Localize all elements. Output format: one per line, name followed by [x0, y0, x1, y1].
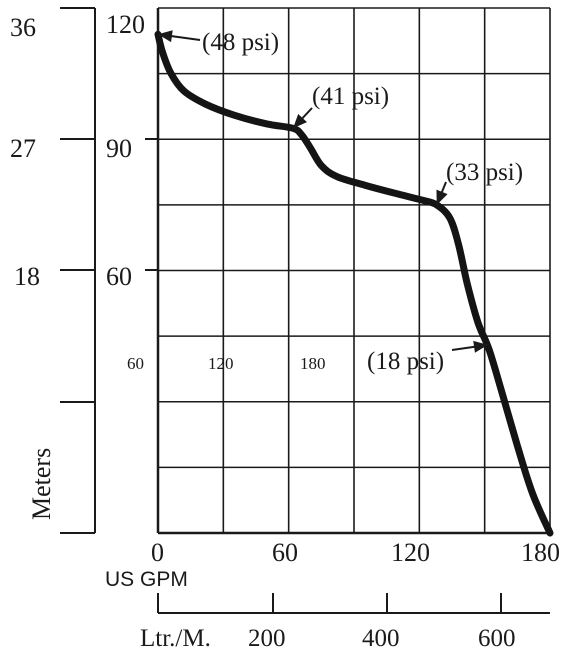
meters-axis: 36 27 18 Meters — [10, 7, 96, 534]
feet-tick-label-90: 90 — [106, 134, 132, 163]
feet-tick-label-120: 120 — [106, 10, 145, 39]
inner-label-120: 120 — [208, 354, 234, 373]
inner-label-180: 180 — [300, 354, 326, 373]
gpm-tick-label-60: 60 — [272, 538, 298, 567]
lpm-axis-label: Ltr./M. — [140, 625, 211, 652]
meters-tick-label-18: 18 — [14, 262, 40, 291]
inner-label-60: 60 — [127, 354, 144, 373]
meters-tick-label-36: 36 — [10, 13, 36, 42]
annotation-arrowhead-18psi — [473, 340, 488, 353]
lpm-tick-label-400: 400 — [362, 625, 400, 652]
lpm-tick-label-200: 200 — [248, 625, 286, 652]
annotation-text-41psi: (41 psi) — [312, 83, 389, 110]
annotation-arrowhead-41psi — [293, 113, 307, 129]
feet-tick-label-60: 60 — [106, 262, 132, 291]
annotation-41psi: (41 psi) — [292, 83, 389, 129]
annotation-33psi: (33 psi) — [435, 159, 523, 206]
gpm-tick-label-180: 180 — [521, 538, 560, 567]
lpm-tick-label-600: 600 — [478, 625, 516, 652]
annotation-18psi: (18 psi) — [367, 340, 489, 375]
annotation-arrowhead-33psi — [436, 189, 448, 205]
annotation-48psi: (48 psi) — [157, 29, 279, 56]
pressure-flow-curve — [154, 30, 554, 537]
annotation-text-18psi: (18 psi) — [367, 348, 444, 375]
psi-annotations: (48 psi) (41 psi) (33 psi) (18 psi) — [157, 29, 523, 375]
meters-tick-label-27: 27 — [10, 134, 36, 163]
feet-axis: 120 90 60 — [106, 10, 158, 291]
annotation-text-33psi: (33 psi) — [446, 159, 523, 186]
gpm-axis: 0 60 120 180 US GPM — [105, 538, 560, 591]
gpm-tick-label-120: 120 — [391, 538, 430, 567]
gpm-axis-label: US GPM — [105, 568, 188, 591]
annotation-text-48psi: (48 psi) — [202, 29, 279, 56]
lpm-axis: Ltr./M. 200 400 600 — [140, 593, 550, 652]
annotation-arrowhead-48psi — [158, 30, 173, 43]
meters-axis-label: Meters — [27, 448, 56, 520]
gpm-tick-label-0: 0 — [151, 538, 164, 567]
